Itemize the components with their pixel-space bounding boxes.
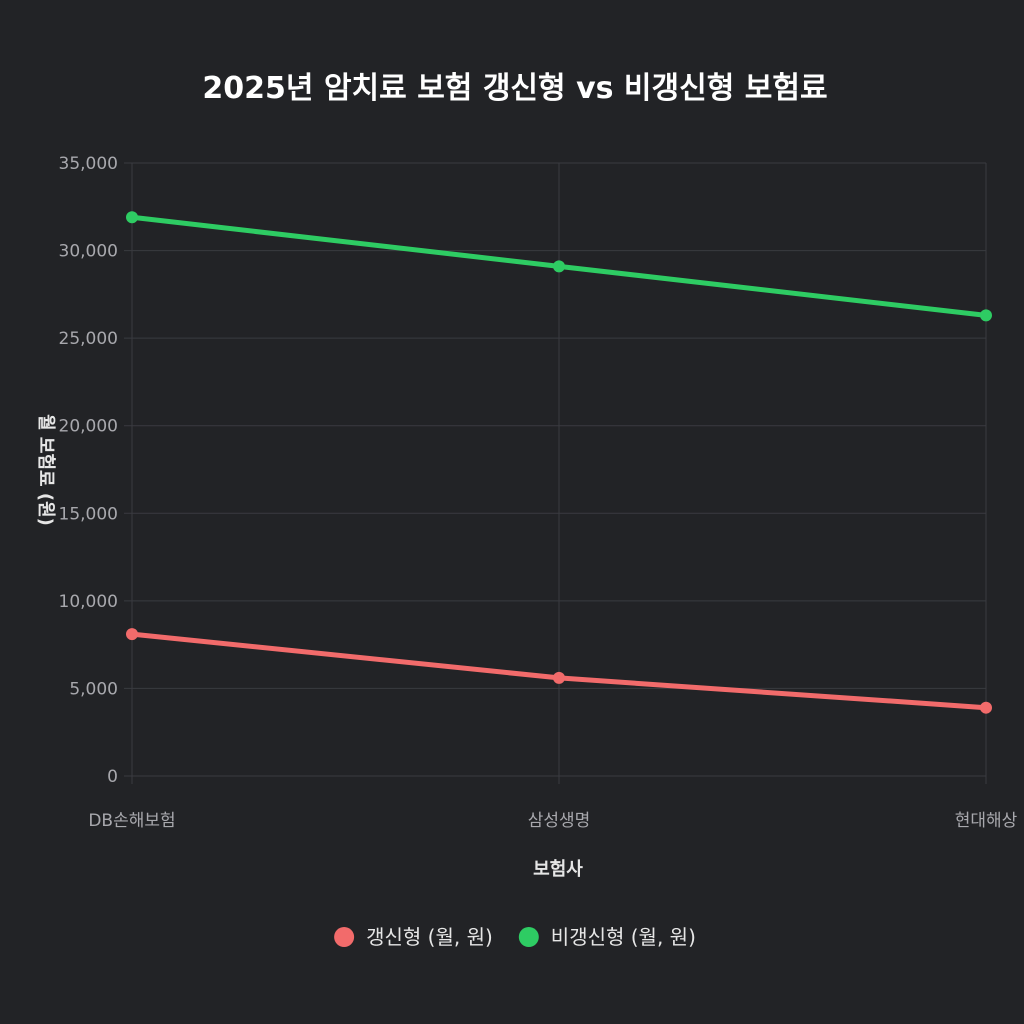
y-tick-label: 10,000 xyxy=(59,592,118,612)
y-tick-label: 0 xyxy=(107,767,118,787)
data-point[interactable] xyxy=(553,260,565,273)
data-point[interactable] xyxy=(980,309,992,322)
data-point[interactable] xyxy=(980,701,992,714)
y-tick-label: 35,000 xyxy=(59,154,118,174)
y-tick-label: 20,000 xyxy=(59,417,118,437)
y-tick-label: 25,000 xyxy=(59,329,118,349)
chart-title: 2025년 암치료 보험 갱신형 vs 비갱신형 보험료 xyxy=(202,71,827,106)
x-tick-label: 삼성생명 xyxy=(528,811,591,831)
y-tick-label: 15,000 xyxy=(59,504,118,524)
legend-dot-icon xyxy=(518,927,539,947)
legend-label: 갱신형 (월, 원) xyxy=(366,925,493,949)
legend-label: 비갱신형 (월, 원) xyxy=(551,925,696,949)
legend: 갱신형 (월, 원) 비갱신형 (월, 원) xyxy=(334,925,696,949)
x-axis-ticks: DB손해보험 삼성생명 현대해상 xyxy=(88,811,1017,831)
legend-dot-icon xyxy=(334,927,355,947)
data-point[interactable] xyxy=(553,671,565,684)
series-1 xyxy=(126,211,992,322)
y-tick-label: 30,000 xyxy=(59,242,118,262)
legend-item[interactable]: 비갱신형 (월, 원) xyxy=(518,925,696,949)
data-point[interactable] xyxy=(126,211,138,224)
data-point[interactable] xyxy=(126,628,138,641)
y-axis-title: 월 보험료 (원) xyxy=(35,414,57,526)
legend-item[interactable]: 갱신형 (월, 원) xyxy=(334,925,493,949)
x-tick-label: 현대해상 xyxy=(955,811,1018,831)
x-axis-title: 보험사 xyxy=(533,858,583,880)
series-0 xyxy=(126,628,992,714)
y-tick-label: 5,000 xyxy=(69,679,118,699)
grid xyxy=(124,162,987,784)
y-axis-ticks: 0 5,000 10,000 15,000 20,000 25,000 30,000 35,0… xyxy=(59,154,118,787)
series-layer xyxy=(126,211,992,714)
x-tick-label: DB손해보험 xyxy=(88,811,175,831)
